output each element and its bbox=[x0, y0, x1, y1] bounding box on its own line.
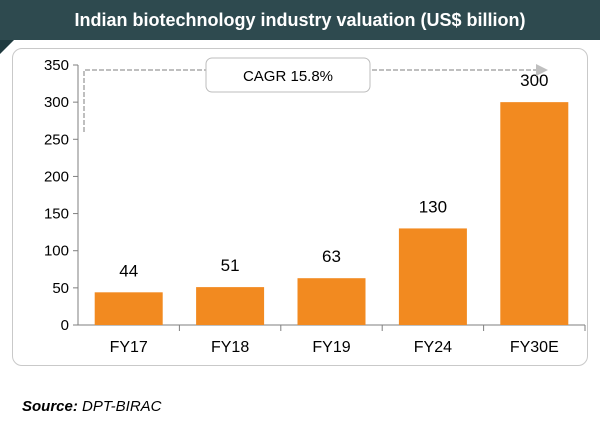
x-tick-label: FY19 bbox=[312, 339, 350, 356]
data-label: 51 bbox=[221, 256, 240, 275]
y-tick-label: 300 bbox=[44, 94, 69, 111]
bar-fy17 bbox=[94, 292, 163, 325]
y-tick-label: 200 bbox=[44, 168, 69, 185]
cagr-arrow-head bbox=[536, 64, 548, 76]
data-label: 300 bbox=[520, 71, 548, 90]
data-label: 63 bbox=[322, 247, 341, 266]
title-banner-notch bbox=[0, 40, 14, 54]
cagr-label: CAGR 15.8% bbox=[243, 68, 333, 85]
bar-fy30e bbox=[500, 102, 569, 326]
bar-fy18 bbox=[196, 287, 265, 325]
title-banner: Indian biotechnology industry valuation … bbox=[0, 0, 600, 40]
x-tick-label: FY17 bbox=[110, 339, 148, 356]
x-tick-label: FY18 bbox=[211, 339, 249, 356]
y-tick-label: 350 bbox=[44, 57, 69, 74]
source-label: Source: bbox=[22, 398, 78, 415]
y-tick-label: 50 bbox=[52, 280, 69, 297]
bar-fy24 bbox=[398, 228, 467, 325]
bar-chart: 0 50 100 150 200 250 300 350 44 FY17 51 FY18 63 FY19 1… bbox=[44, 57, 586, 356]
chart-title: Indian biotechnology industry valuation … bbox=[74, 10, 526, 30]
y-tick-label: 100 bbox=[44, 243, 69, 260]
cagr-box bbox=[205, 57, 371, 93]
y-tick-label: 250 bbox=[44, 131, 69, 148]
x-tick-label: FY24 bbox=[414, 339, 452, 356]
data-label: 44 bbox=[119, 261, 138, 280]
y-tick-label: 150 bbox=[44, 206, 69, 223]
data-label: 130 bbox=[419, 197, 447, 216]
x-tick-label: FY30E bbox=[510, 339, 559, 356]
source-value: DPT-BIRAC bbox=[82, 398, 162, 415]
y-tick-label: 0 bbox=[61, 317, 69, 334]
bar-fy19 bbox=[297, 278, 366, 325]
source-note: Source: DPT-BIRAC bbox=[22, 398, 162, 415]
